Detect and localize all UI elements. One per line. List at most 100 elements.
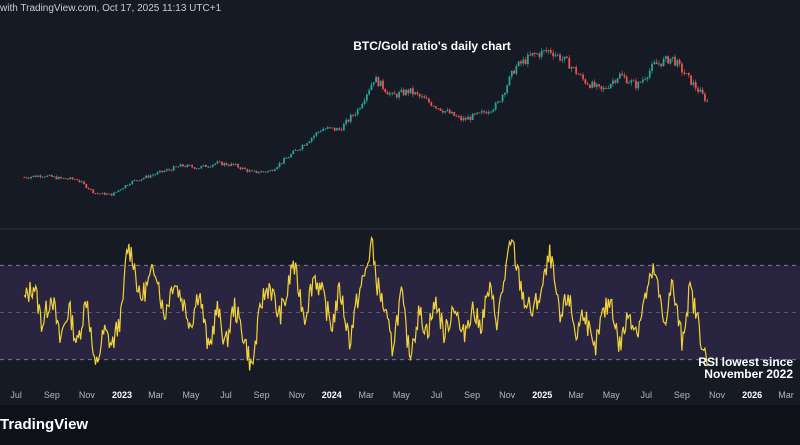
candle-body xyxy=(214,163,217,165)
candle-body xyxy=(71,177,74,180)
x-tick-label: Nov xyxy=(289,390,306,400)
candle-body xyxy=(474,113,476,115)
candle-body xyxy=(329,127,331,129)
candle-body xyxy=(653,62,656,65)
candle-body xyxy=(62,178,65,179)
candle-body xyxy=(48,174,51,176)
candle-body xyxy=(632,80,635,82)
x-tick-label: May xyxy=(393,390,411,400)
price-candles xyxy=(23,47,709,197)
candle-body xyxy=(676,60,679,66)
x-axis-ticks: Jul Sep Nov 2023 Mar May Jul Sep Nov 2024 Mar May Ju… xyxy=(10,390,793,400)
candle-body xyxy=(485,112,488,114)
candle-body xyxy=(347,119,350,122)
candle-body xyxy=(405,89,407,96)
candle-body xyxy=(99,193,102,195)
x-tick-label: Nov xyxy=(499,390,516,400)
candle-body xyxy=(85,183,88,188)
candle-body xyxy=(283,158,285,164)
candle-body xyxy=(418,94,421,97)
candle-body xyxy=(577,73,580,75)
candle-body xyxy=(306,143,308,146)
candle-body xyxy=(138,180,141,182)
candle-body xyxy=(92,189,95,194)
candle-body xyxy=(267,171,269,173)
candle-body xyxy=(333,127,336,131)
candle-body xyxy=(248,170,251,172)
candle-body xyxy=(517,61,520,67)
candle-body xyxy=(239,167,242,170)
candle-body xyxy=(317,131,320,133)
candle-body xyxy=(609,84,612,89)
candle-body xyxy=(165,169,168,171)
candle-body xyxy=(678,60,681,64)
candle-body xyxy=(568,57,571,69)
candle-body xyxy=(161,170,164,173)
candle-body xyxy=(508,76,511,86)
candle-body xyxy=(195,168,198,170)
candle-body xyxy=(359,108,361,110)
candle-body xyxy=(101,192,104,194)
candle-body xyxy=(319,130,322,132)
candle-body xyxy=(27,177,30,179)
candle-body xyxy=(637,81,640,89)
candle-body xyxy=(616,78,619,83)
candle-body xyxy=(584,79,587,84)
candle-body xyxy=(133,180,136,181)
candle-body xyxy=(379,80,382,87)
candle-body xyxy=(292,150,295,155)
candle-body xyxy=(55,176,58,180)
x-tick-label: Jul xyxy=(641,390,653,400)
candle-body xyxy=(393,92,396,95)
x-tick-label: Nov xyxy=(79,390,96,400)
candle-body xyxy=(425,98,428,99)
candle-body xyxy=(184,166,187,168)
candle-body xyxy=(704,93,706,101)
candle-body xyxy=(338,128,341,130)
candle-body xyxy=(237,164,239,168)
candle-body xyxy=(441,110,444,113)
candle-body xyxy=(506,85,509,93)
candle-body xyxy=(669,58,672,64)
candle-body xyxy=(234,164,237,165)
candle-body xyxy=(411,88,414,95)
candle-body xyxy=(543,50,545,52)
candle-body xyxy=(260,171,262,173)
x-tick-label: 2026 xyxy=(742,390,762,400)
candle-body xyxy=(398,92,400,98)
candle-body xyxy=(448,110,451,114)
candle-body xyxy=(117,190,120,192)
candle-body xyxy=(271,170,274,172)
x-tick-label: Jul xyxy=(10,390,22,400)
candle-body xyxy=(209,166,212,168)
candle-body xyxy=(694,82,697,89)
x-tick-label: Sep xyxy=(464,390,480,400)
candle-body xyxy=(37,175,39,177)
candle-body xyxy=(377,76,380,87)
candle-body xyxy=(681,63,683,73)
candle-body xyxy=(110,193,113,196)
candle-body xyxy=(23,177,26,179)
candle-body xyxy=(531,53,534,56)
x-tick-label: 2025 xyxy=(532,390,552,400)
candle-body xyxy=(342,123,345,131)
candle-body xyxy=(683,72,686,74)
candle-body xyxy=(211,164,214,167)
candle-body xyxy=(480,111,483,113)
candle-body xyxy=(662,58,665,67)
candle-body xyxy=(57,176,60,180)
candle-body xyxy=(218,161,221,163)
candle-body xyxy=(78,180,81,182)
x-tick-label: Nov xyxy=(709,390,726,400)
candle-body xyxy=(322,128,325,131)
candle-body xyxy=(69,177,72,180)
candle-body xyxy=(296,150,299,151)
candle-body xyxy=(131,180,134,184)
x-tick-label: Sep xyxy=(254,390,270,400)
candle-body xyxy=(315,132,318,136)
candle-body xyxy=(168,169,171,171)
candle-body xyxy=(159,170,161,173)
candle-body xyxy=(170,169,173,171)
candle-body xyxy=(490,111,492,113)
